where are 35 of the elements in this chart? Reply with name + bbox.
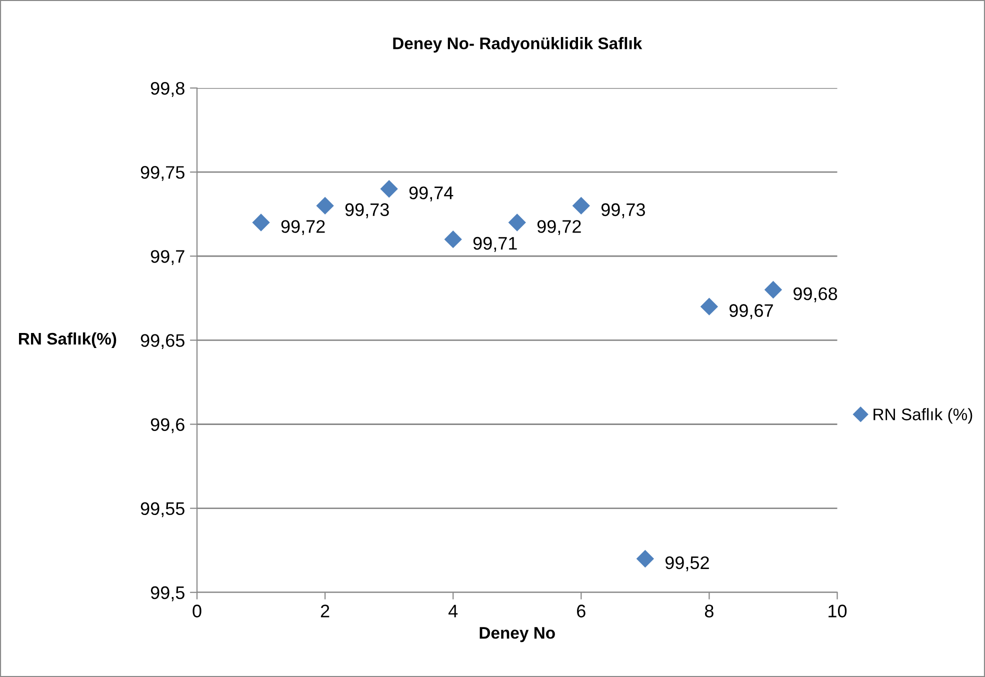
y-tick-label: 99,65 [140, 334, 184, 350]
x-tick-label: 4 [448, 604, 458, 618]
point [700, 298, 718, 316]
point [508, 214, 526, 232]
x-tick-label: 6 [577, 604, 586, 618]
y-tick-label: 99,5 [150, 586, 184, 602]
data-label: 99,72 [281, 220, 325, 236]
y-tick-label: 99,8 [150, 82, 184, 97]
data-label: 99,73 [345, 203, 389, 218]
y-tick-label: 99,75 [140, 166, 184, 181]
chart-title: Deney No- Radyonüklidik Saflık [393, 37, 642, 53]
x-tick-label: 8 [704, 604, 714, 618]
x-tick-label: 2 [320, 604, 330, 618]
data-label: 99,67 [729, 304, 773, 320]
y-tick-label: 99,55 [140, 502, 184, 518]
data-label: 99,72 [537, 220, 581, 236]
point [636, 550, 654, 568]
x-axis-title: Deney No [480, 627, 555, 642]
point [380, 180, 398, 198]
point [764, 281, 782, 298]
data-label: 99,73 [601, 203, 645, 218]
data-label: 99,52 [665, 556, 709, 572]
data-label: 99,71 [473, 236, 517, 252]
point [316, 197, 334, 214]
x-tick-label: 0 [192, 604, 202, 618]
x-tick-label: 10 [828, 604, 847, 618]
point [444, 230, 462, 248]
y-axis-title: RN Saflık(%) [18, 332, 116, 348]
point [252, 214, 270, 232]
legend-label: RN Saflık (%) [874, 408, 972, 424]
y-tick-label: 99,6 [150, 418, 184, 434]
y-tick-label: 99,7 [150, 250, 184, 265]
point [572, 197, 590, 214]
data-label: 99,68 [794, 287, 838, 302]
data-label: 99,74 [409, 186, 454, 202]
